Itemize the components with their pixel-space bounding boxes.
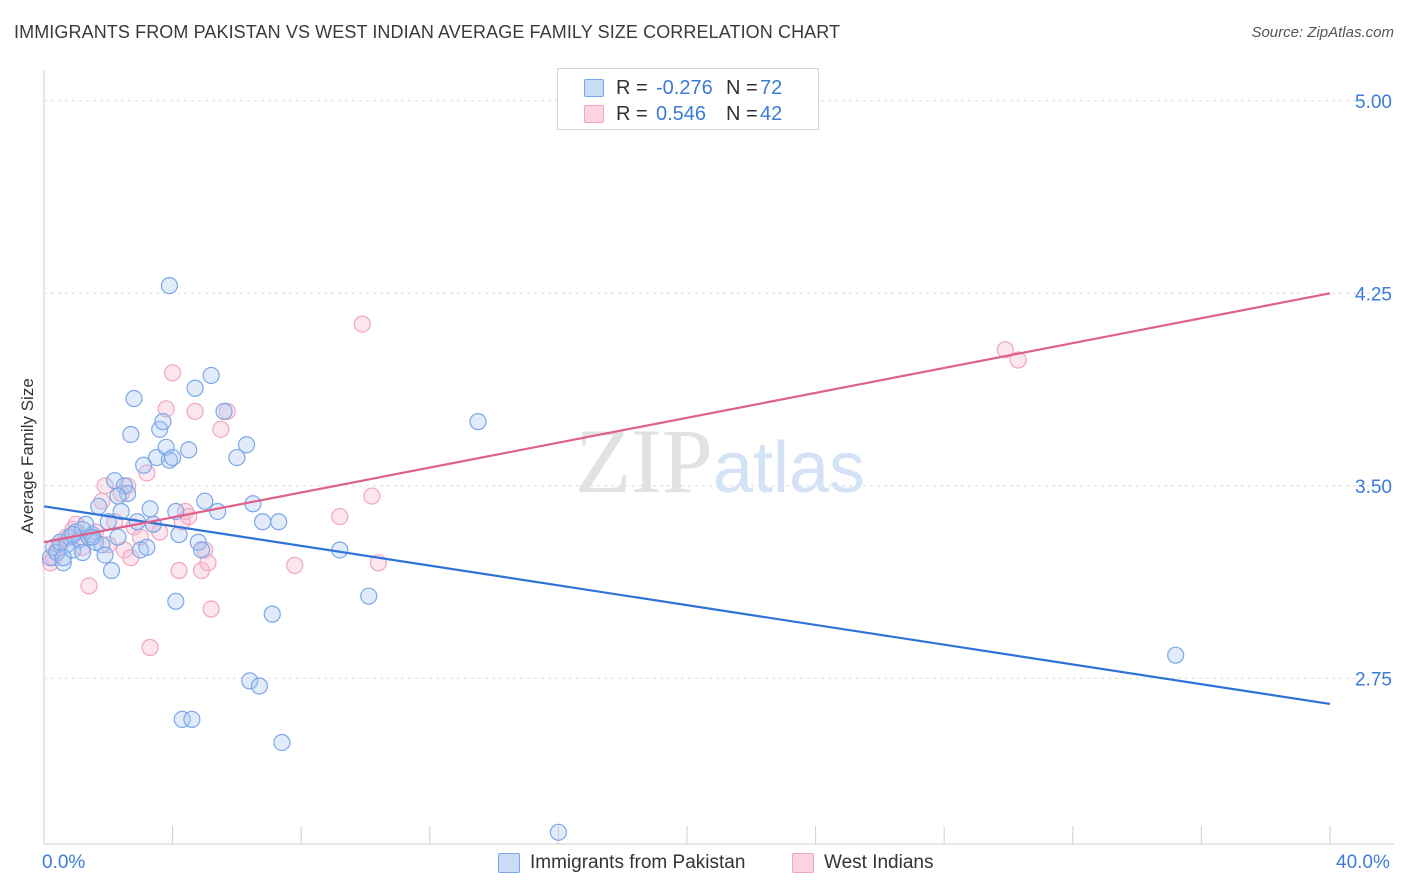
data-point [164, 364, 182, 382]
watermark: ZIPatlas [575, 410, 865, 512]
y-tick-label: 5.00 [1355, 92, 1392, 113]
data-point [167, 592, 185, 610]
legend-item-west-indians: West Indians [792, 852, 933, 874]
trendline-west-indians [43, 292, 1331, 544]
chart-title: IMMIGRANTS FROM PAKISTAN VS WEST INDIAN … [14, 22, 841, 42]
data-point [254, 513, 272, 531]
data-point [549, 823, 568, 841]
data-point [192, 541, 211, 559]
data-point [353, 315, 371, 333]
data-point [286, 556, 304, 574]
data-point [186, 402, 204, 420]
data-point [228, 448, 246, 467]
data-point [90, 497, 108, 515]
data-point [183, 710, 201, 728]
y-tick-label: 3.50 [1355, 477, 1392, 498]
data-point [273, 733, 291, 752]
data-point [469, 413, 487, 431]
data-point [202, 366, 220, 385]
legend-row-pakistan: R = -0.276 N = 72 [584, 77, 782, 99]
data-point [237, 436, 256, 454]
y-tick-label: 4.25 [1355, 284, 1392, 305]
y-tick-labels: 5.00 4.25 3.50 2.75 [1355, 92, 1392, 690]
legend-r-value: 0.546 [656, 102, 707, 125]
data-point [1167, 646, 1185, 664]
watermark-atlas: atlas [713, 428, 865, 508]
data-point [80, 577, 98, 595]
data-point [141, 638, 159, 657]
correlation-legend: R = -0.276 N = 72 R = 0.546 N = 42 [557, 68, 819, 130]
legend-label-west-indians: West Indians [824, 852, 934, 873]
data-point [241, 672, 259, 690]
data-point [170, 561, 188, 580]
data-point [160, 277, 178, 295]
legend-n-label: N = [726, 102, 758, 125]
legend-n-value: 42 [760, 102, 783, 125]
data-point [122, 425, 140, 444]
data-point [363, 487, 381, 505]
legend-r-label: R = [616, 76, 648, 99]
legend-item-pakistan: Immigrants from Pakistan [498, 852, 745, 874]
data-point [96, 546, 114, 564]
data-point [54, 549, 72, 567]
data-point [138, 538, 156, 557]
y-tick-label: 2.75 [1355, 669, 1392, 690]
data-point [212, 420, 230, 438]
data-point [125, 389, 143, 408]
legend-r-label: R = [616, 102, 648, 125]
legend-n-value: 72 [760, 76, 783, 99]
data-point [270, 513, 288, 531]
data-point [186, 379, 204, 397]
data-point [331, 507, 349, 526]
data-point [135, 456, 153, 474]
legend-label-pakistan: Immigrants from Pakistan [530, 852, 746, 873]
data-point [154, 413, 172, 431]
data-point [160, 451, 178, 469]
data-point [996, 341, 1014, 359]
data-point [209, 502, 227, 521]
series-pakistan [41, 277, 1185, 841]
legend-row-west-indians: R = 0.546 N = 42 [584, 103, 782, 125]
data-point [215, 402, 233, 420]
series-legend: Immigrants from Pakistan West Indians [0, 852, 1406, 876]
data-point [102, 561, 121, 580]
data-point [263, 605, 281, 623]
legend-swatch-west-indians [584, 105, 604, 123]
legend-r-value: -0.276 [656, 76, 713, 99]
data-point [202, 600, 220, 618]
data-point [141, 500, 159, 518]
data-point [109, 487, 127, 505]
data-point [180, 441, 198, 459]
trendlines [43, 292, 1331, 706]
x-tick-label-min: 0.0% [42, 852, 86, 873]
legend-n-label: N = [726, 76, 758, 99]
data-point [54, 554, 72, 572]
data-point [250, 677, 269, 695]
data-point [96, 477, 114, 495]
data-point [109, 528, 127, 546]
data-point [157, 400, 175, 418]
x-tick-label-max: 40.0% [1336, 852, 1390, 873]
legend-swatch-west-indians [792, 853, 814, 873]
data-point [118, 484, 137, 503]
legend-swatch-pakistan [584, 79, 604, 97]
legend-swatch-pakistan [498, 853, 520, 873]
chart-source: Source: ZipAtlas.com [1251, 24, 1394, 41]
data-point [173, 710, 191, 728]
trendline-pakistan [43, 505, 1331, 706]
data-point [360, 587, 378, 605]
gridlines [44, 100, 1394, 679]
data-point [73, 543, 92, 562]
data-point [164, 448, 182, 467]
data-point [196, 492, 214, 510]
data-point [157, 438, 175, 456]
data-point [1009, 351, 1027, 369]
axes [43, 70, 1394, 845]
